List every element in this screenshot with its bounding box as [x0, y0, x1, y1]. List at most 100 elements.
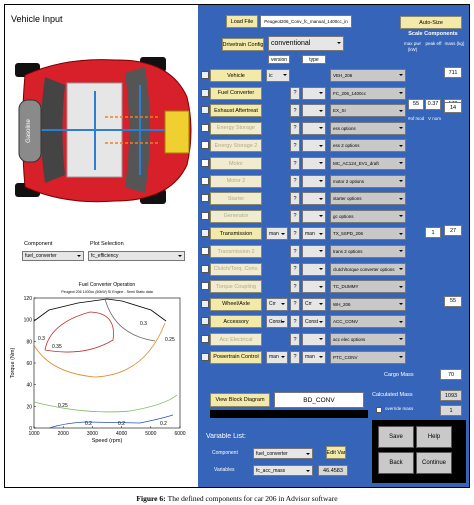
load-file-button[interactable]: Load File [226, 15, 258, 28]
component-name-dropdown[interactable]: clutch/torque converter options [330, 262, 406, 276]
component-name-dropdown[interactable]: VEH_206 [330, 69, 406, 82]
help-button[interactable]: ? [290, 297, 300, 311]
help-button[interactable]: ? [290, 192, 300, 206]
row-checkbox[interactable] [201, 194, 209, 203]
action-button[interactable]: Back [378, 452, 414, 474]
edit-var-button[interactable]: Edit Var [326, 446, 346, 459]
component-button[interactable]: Torque Coupling [210, 280, 262, 294]
type-dropdown[interactable] [302, 139, 326, 153]
component-name-dropdown[interactable]: PTC_CONV [330, 350, 406, 364]
help-button[interactable]: ? [290, 209, 300, 223]
component-button[interactable]: Exhaust Aftertreat [210, 104, 262, 118]
type-dropdown[interactable]: man [302, 227, 326, 241]
component-name-dropdown[interactable]: TX_5SPD_206 [330, 227, 406, 241]
row-checkbox[interactable] [201, 141, 209, 150]
component-name-dropdown[interactable]: TC_DUMMY [330, 280, 406, 294]
cargo-mass-field[interactable]: 70 [440, 369, 462, 380]
row-checkbox[interactable] [201, 106, 209, 115]
row-checkbox[interactable] [201, 352, 209, 361]
version-dropdown[interactable]: ic [266, 69, 290, 82]
variable-dropdown[interactable]: fc_acc_mass [253, 465, 313, 476]
action-button[interactable]: Help [416, 426, 452, 448]
row-checkbox[interactable] [201, 335, 209, 343]
help-button[interactable]: ? [290, 104, 300, 118]
action-button[interactable]: Continue [416, 452, 452, 474]
version-dropdown[interactable]: man [266, 227, 288, 241]
component-button[interactable]: Accessory [210, 315, 262, 329]
component-button[interactable]: Acc Electrical [210, 333, 262, 346]
component-name-dropdown[interactable]: ACC_CONV [330, 315, 406, 329]
help-button[interactable]: ? [290, 227, 300, 241]
type-dropdown[interactable] [302, 157, 326, 170]
drivetrain-config-button[interactable]: Drivetrain Config [222, 38, 264, 51]
component-button[interactable]: Motor [210, 157, 262, 170]
override-checkbox[interactable] [376, 407, 382, 413]
component-button[interactable]: Generator [210, 209, 262, 223]
row-checkbox[interactable] [201, 123, 209, 132]
component-button[interactable]: Fuel Converter [210, 86, 262, 100]
type-dropdown[interactable] [302, 121, 326, 135]
component-name-dropdown[interactable]: gc options [330, 209, 406, 223]
row-checkbox[interactable] [201, 88, 209, 97]
type-dropdown[interactable] [302, 333, 326, 346]
component-button[interactable]: Vehicle [210, 69, 262, 82]
help-button[interactable]: ? [290, 157, 300, 170]
help-button[interactable]: ? [290, 139, 300, 153]
component-name-dropdown[interactable]: FC_206_1400cc [330, 86, 406, 100]
type-dropdown[interactable]: man [302, 350, 326, 364]
component-button[interactable]: Wheel/Axle [210, 297, 262, 311]
version-dropdown[interactable]: Const [266, 315, 288, 329]
type-dropdown[interactable] [302, 209, 326, 223]
row-checkbox[interactable] [201, 211, 209, 220]
component-button[interactable]: Transmission 2 [210, 245, 262, 258]
component-name-dropdown[interactable]: ess 2 options [330, 139, 406, 153]
type-dropdown[interactable] [302, 262, 326, 276]
component-button[interactable]: Transmission [210, 227, 262, 241]
version-dropdown[interactable]: Crr [266, 297, 288, 311]
row-checkbox[interactable] [201, 282, 209, 291]
help-button[interactable]: ? [290, 174, 300, 188]
component-name-dropdown[interactable]: trans 2 options [330, 245, 406, 258]
help-button[interactable]: ? [290, 262, 300, 276]
component-button[interactable]: Powertrain Control [210, 350, 262, 364]
component-name-dropdown[interactable]: MC_AC124_EV1_draft [330, 157, 406, 170]
help-button[interactable]: ? [290, 350, 300, 364]
type-dropdown[interactable]: Const [302, 315, 326, 329]
help-button[interactable]: ? [290, 121, 300, 135]
row-checkbox[interactable] [201, 229, 209, 238]
component-name-dropdown[interactable]: WH_206 [330, 297, 406, 311]
component-button[interactable]: Energy Storage 2 [210, 139, 262, 153]
component-name-dropdown[interactable]: motor 2 options [330, 174, 406, 188]
component-name-dropdown[interactable]: starter options [330, 192, 406, 206]
type-dropdown[interactable] [302, 104, 326, 118]
help-button[interactable]: ? [290, 86, 300, 100]
row-checkbox[interactable] [201, 159, 209, 167]
type-dropdown[interactable]: Crr [302, 297, 326, 311]
version-dropdown[interactable]: man [266, 350, 288, 364]
component-dropdown[interactable]: fuel_converter [22, 251, 84, 261]
type-dropdown[interactable] [302, 280, 326, 294]
type-dropdown[interactable] [302, 192, 326, 206]
component-button[interactable]: Clutch/Torq. Conv. [210, 262, 262, 276]
type-dropdown[interactable] [302, 86, 326, 100]
drivetrain-dropdown[interactable]: conventional [268, 36, 344, 51]
component-button[interactable]: Energy Storage [210, 121, 262, 135]
row-checkbox[interactable] [201, 247, 209, 255]
row-checkbox[interactable] [201, 299, 209, 308]
component-name-dropdown[interactable]: EX_SI [330, 104, 406, 118]
type-dropdown[interactable] [302, 245, 326, 258]
row-checkbox[interactable] [201, 264, 209, 273]
view-block-diagram-button[interactable]: View Block Diagram [210, 393, 270, 407]
row-checkbox[interactable] [201, 176, 209, 185]
var-component-dropdown[interactable]: fuel_converter [253, 448, 313, 459]
type-dropdown[interactable] [302, 174, 326, 188]
component-button[interactable]: Starter [210, 192, 262, 206]
help-button[interactable]: ? [290, 280, 300, 294]
component-name-dropdown[interactable]: acc elec options [330, 333, 406, 346]
action-button[interactable]: Save [378, 426, 414, 448]
component-name-dropdown[interactable]: ess options [330, 121, 406, 135]
auto-size-button[interactable]: Auto-Size [400, 16, 462, 29]
help-button[interactable]: ? [290, 245, 300, 258]
help-button[interactable]: ? [290, 333, 300, 346]
help-button[interactable]: ? [290, 315, 300, 329]
